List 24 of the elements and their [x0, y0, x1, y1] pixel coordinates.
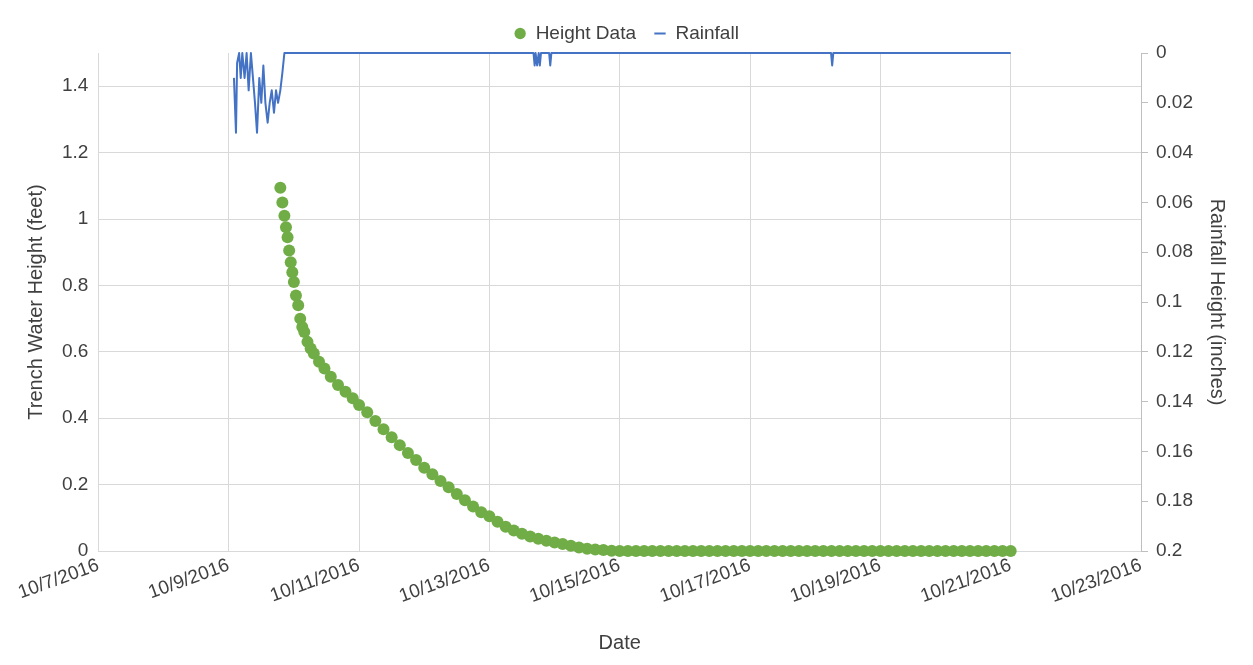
y-axis-title: Trench Water Height (feet) — [23, 184, 46, 420]
y2-tick-label: 0.06 — [1156, 190, 1193, 212]
y-tick-label: 0.6 — [61, 340, 89, 362]
x-axis-title: Date — [598, 630, 641, 653]
y2-tick-label: 0.1 — [1156, 290, 1183, 312]
y2-tick-label: 0.12 — [1156, 340, 1193, 362]
y-tick-label: 0 — [77, 539, 89, 561]
y2-tick-label: 0.08 — [1156, 240, 1193, 262]
y-tick-label: 1.2 — [61, 140, 89, 162]
y2-axis-title: Rainfall Height (inches) — [1207, 198, 1230, 406]
y2-tick-label: 0.02 — [1156, 91, 1193, 113]
legend-label: Rainfall — [675, 21, 739, 43]
y2-tick-label: 0.04 — [1156, 140, 1194, 162]
y-tick-label: 0.8 — [61, 273, 89, 295]
y2-tick-label: 0 — [1156, 41, 1167, 63]
y-tick-label: 1 — [77, 207, 89, 229]
y2-tick-label: 0.18 — [1156, 489, 1193, 511]
y-tick-label: 0.4 — [61, 406, 89, 428]
legend-label: Height Data — [535, 21, 637, 43]
y-tick-label: 0.2 — [61, 472, 89, 494]
y2-tick-label: 0.16 — [1156, 439, 1193, 461]
y-tick-label: 1.4 — [61, 74, 89, 96]
y2-tick-label: 0.2 — [1156, 539, 1183, 561]
y2-tick-label: 0.14 — [1156, 389, 1194, 411]
